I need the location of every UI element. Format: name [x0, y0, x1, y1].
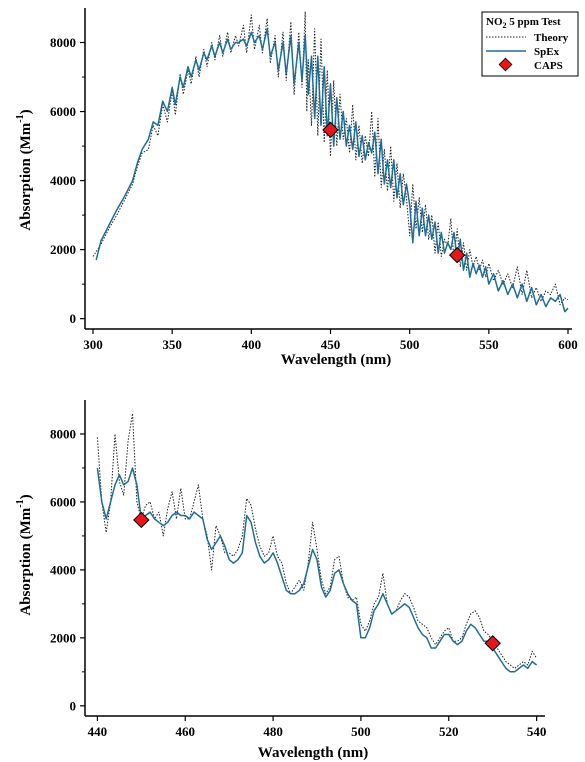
top-x-axis-title: Wavelength (nm)	[281, 352, 391, 368]
top-x-tick-label: 500	[400, 337, 420, 352]
top-spex-line	[95, 27, 569, 313]
top-x-tick-label: 350	[162, 337, 182, 352]
bottom-y-tick-label: 6000	[50, 494, 76, 509]
top-theory-line	[92, 11, 569, 306]
bottom-x-tick-label: 460	[175, 724, 195, 739]
bottom-marker-layer	[133, 511, 501, 652]
bottom-x-tick-label: 500	[351, 724, 371, 739]
bottom-y-tick-label: 4000	[50, 562, 76, 577]
bottom-x-tick-label: 480	[263, 724, 283, 739]
top-series-layer	[92, 11, 569, 313]
top-y-tick-label: 6000	[50, 104, 76, 119]
top-y-axis-title: Absorption (Mm-1)	[15, 109, 34, 230]
legend: NO2 5 ppm Test Theory SpEx CAPS	[481, 11, 579, 77]
top-x-tick-label: 300	[83, 337, 103, 352]
legend-caps-label: CAPS	[534, 60, 563, 72]
bottom-ticks: 440 460 480 500 520 540 0 2000 4000 6000 8000	[50, 426, 546, 739]
legend-title: NO2 5 ppm Test	[486, 16, 561, 30]
bottom-x-tick-label: 520	[439, 724, 459, 739]
legend-theory-label: Theory	[534, 32, 569, 44]
bottom-series-layer	[96, 413, 538, 673]
bottom-y-tick-label: 0	[70, 698, 77, 713]
bottom-x-tick-label: 540	[527, 724, 547, 739]
bottom-caps-marker	[133, 511, 150, 529]
top-x-tick-label: 550	[479, 337, 499, 352]
legend-box	[481, 11, 579, 77]
bottom-y-tick-label: 2000	[50, 630, 76, 645]
top-x-tick-label: 400	[242, 337, 262, 352]
top-x-tick-label: 600	[558, 337, 578, 352]
top-y-tick-label: 0	[70, 311, 77, 326]
bottom-y-tick-label: 8000	[50, 426, 76, 441]
top-y-tick-label: 2000	[50, 242, 76, 257]
bottom-x-tick-label: 440	[88, 724, 108, 739]
top-y-tick-label: 8000	[50, 35, 76, 50]
top-caps-marker	[448, 246, 466, 264]
bottom-y-axis-title: Absorption (Mm-1)	[15, 494, 34, 615]
legend-spex-label: SpEx	[534, 46, 560, 58]
top-marker-layer	[322, 121, 466, 264]
bottom-x-axis-title: Wavelength (nm)	[258, 745, 368, 761]
top-x-tick-label: 450	[321, 337, 341, 352]
bottom-spex-line	[96, 467, 538, 673]
legend-caps-marker	[498, 57, 513, 72]
bottom-caps-marker	[484, 635, 501, 652]
top-y-tick-label: 4000	[50, 173, 76, 188]
bottom-theory-line	[96, 413, 538, 669]
top-caps-marker	[322, 121, 339, 139]
bottom-chart-panel: 440 460 480 500 520 540 0 2000 4000 6000 8000 Wave…	[15, 400, 546, 761]
